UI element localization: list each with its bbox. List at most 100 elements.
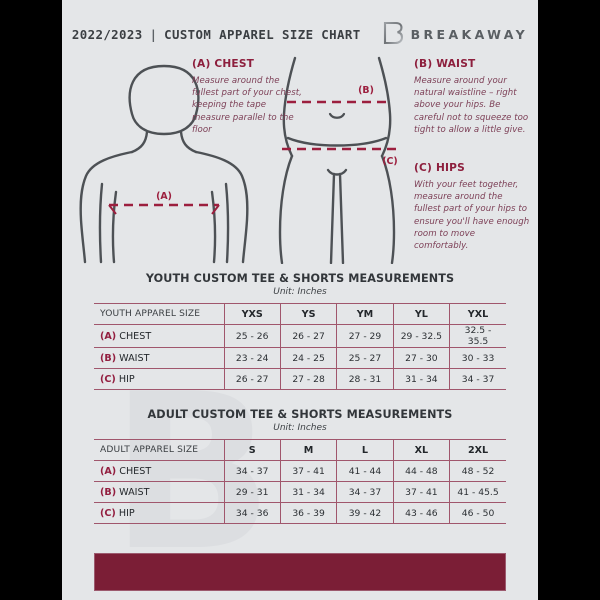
table-row: (A) CHEST 34 - 37 37 - 41 41 - 44 44 - 4… [94, 460, 506, 482]
brand-name: BREAKAWAY [410, 26, 529, 42]
footer-accent-band [94, 553, 506, 591]
youth-cell-2-3: 31 - 34 [393, 368, 451, 390]
size-chart-page: B 2022/2023 | CUSTOM APPAREL SIZE CHART [62, 0, 538, 600]
youth-cell-2-2: 28 - 31 [336, 368, 394, 390]
lower-body-hips-icon: (B) (C) [262, 52, 412, 269]
youth-size-col-2: YM [336, 303, 394, 325]
svg-text:(B): (B) [358, 85, 374, 96]
youth-cell-1-1: 24 - 25 [280, 347, 338, 369]
table-row: (C) HIP 26 - 27 27 - 28 28 - 31 31 - 34 … [94, 368, 506, 390]
youth-cell-0-2: 27 - 29 [336, 324, 394, 348]
adult-row-label-0: (A) CHEST [94, 460, 225, 482]
adult-row-name-0: CHEST [119, 465, 152, 477]
page-header: 2022/2023 | CUSTOM APPAREL SIZE CHART [62, 18, 538, 50]
header-season: 2022/2023 [71, 26, 143, 42]
caption-waist-title: (B) WAIST [414, 58, 476, 70]
youth-row-label-1: (B) WAIST [94, 347, 225, 369]
adult-row-tag-0: (A) [100, 465, 117, 477]
adult-cell-2-2: 39 - 42 [336, 502, 394, 524]
youth-size-col-3: YL [393, 303, 451, 325]
caption-hips-body: With your feet together, measure around … [414, 180, 530, 252]
table-row: (B) WAIST 23 - 24 24 - 25 25 - 27 27 - 3… [94, 347, 506, 369]
adult-row-tag-1: (B) [100, 486, 117, 498]
caption-hips: (C) HIPS With your feet together, measur… [414, 162, 532, 252]
adult-cell-0-1: 37 - 41 [280, 460, 338, 482]
youth-cell-0-1: 26 - 27 [280, 324, 338, 348]
page-title: CUSTOM APPAREL SIZE CHART [164, 26, 361, 42]
youth-row-tag-1: (B) [100, 352, 117, 364]
adult-cell-0-3: 44 - 48 [393, 460, 451, 482]
table-row: (C) HIP 34 - 36 36 - 39 39 - 42 43 - 46 … [94, 502, 506, 524]
youth-cell-0-3: 29 - 32.5 [393, 324, 451, 348]
adult-cell-0-2: 41 - 44 [336, 460, 394, 482]
youth-cell-1-2: 25 - 27 [336, 347, 394, 369]
youth-size-col-0: YXS [224, 303, 281, 325]
youth-row-label-0: (A) CHEST [94, 324, 225, 348]
youth-measurements-table: YOUTH APPAREL SIZE YXS YS YM YL YXL (A) … [94, 303, 506, 390]
adult-cell-1-2: 34 - 37 [336, 481, 394, 503]
table-row: (B) WAIST 29 - 31 31 - 34 34 - 37 37 - 4… [94, 481, 506, 503]
adult-cell-1-3: 37 - 41 [393, 481, 451, 503]
youth-row-name-2: HIP [118, 373, 135, 385]
adult-cell-2-4: 46 - 50 [449, 502, 506, 524]
youth-cell-0-0: 25 - 26 [224, 324, 281, 348]
breakaway-b-logo-icon [381, 21, 403, 47]
adult-cell-0-4: 48 - 52 [449, 460, 506, 482]
upper-body-torso-icon: (A) [76, 52, 252, 269]
youth-table-unit: Unit: Inches [273, 287, 327, 297]
youth-cell-0-4: 32.5 - 35.5 [449, 324, 506, 348]
youth-row-tag-0: (A) [100, 330, 117, 342]
adult-size-col-0: S [224, 439, 281, 461]
adult-cell-1-4: 41 - 45.5 [449, 481, 506, 503]
adult-cell-2-0: 34 - 36 [224, 502, 281, 524]
youth-row-name-0: CHEST [119, 330, 152, 342]
caption-chest-body: Measure around the fullest part of your … [192, 76, 302, 135]
youth-table-heading: YOUTH CUSTOM TEE & SHORTS MEASUREMENTS [145, 272, 455, 285]
youth-cell-2-0: 26 - 27 [224, 368, 281, 390]
caption-hips-title: (C) HIPS [414, 162, 465, 174]
measurement-diagrams: (A) [62, 52, 538, 268]
youth-cell-2-4: 34 - 37 [449, 368, 506, 390]
youth-row-name-1: WAIST [119, 352, 150, 364]
adult-table-heading: ADULT CUSTOM TEE & SHORTS MEASUREMENTS [147, 408, 453, 421]
adult-cell-1-0: 29 - 31 [224, 481, 281, 503]
youth-cell-1-4: 30 - 33 [449, 347, 506, 369]
youth-measurements-block: YOUTH CUSTOM TEE & SHORTS MEASUREMENTS U… [94, 272, 506, 390]
brand-lockup: BREAKAWAY [381, 21, 529, 47]
svg-text:(C): (C) [382, 156, 397, 167]
adult-row-label-1: (B) WAIST [94, 481, 225, 503]
youth-cell-1-0: 23 - 24 [224, 347, 281, 369]
header-separator: | [149, 26, 158, 42]
table-row: (A) CHEST 25 - 26 26 - 27 27 - 29 29 - 3… [94, 324, 506, 348]
table-header-row: ADULT APPAREL SIZE S M L XL 2XL [94, 439, 506, 461]
adult-measurements-block: ADULT CUSTOM TEE & SHORTS MEASUREMENTS U… [94, 408, 506, 524]
youth-size-col-1: YS [280, 303, 338, 325]
caption-waist-body: Measure around your natural waistline – … [414, 76, 529, 135]
adult-measurements-table: ADULT APPAREL SIZE S M L XL 2XL (A) CHES… [94, 439, 506, 524]
youth-row-tag-2: (C) [100, 373, 116, 385]
caption-chest-title: (A) CHEST [192, 58, 255, 70]
youth-cell-2-1: 27 - 28 [280, 368, 338, 390]
chest-measure-line [108, 203, 220, 215]
adult-cell-2-3: 43 - 46 [393, 502, 451, 524]
adult-size-col-1: M [280, 439, 338, 461]
adult-size-col-3: XL [393, 439, 451, 461]
adult-size-col-4: 2XL [449, 439, 506, 461]
svg-text:(A): (A) [156, 191, 172, 202]
youth-cell-1-3: 27 - 30 [393, 347, 451, 369]
adult-size-label: ADULT APPAREL SIZE [94, 439, 225, 461]
adult-row-name-2: HIP [118, 507, 135, 519]
adult-cell-2-1: 36 - 39 [280, 502, 338, 524]
table-header-row: YOUTH APPAREL SIZE YXS YS YM YL YXL [94, 303, 506, 325]
youth-size-label: YOUTH APPAREL SIZE [94, 303, 225, 325]
caption-chest: (A) CHEST Measure around the fullest par… [192, 58, 304, 136]
caption-waist: (B) WAIST Measure around your natural wa… [414, 58, 532, 136]
youth-size-col-4: YXL [449, 303, 506, 325]
adult-cell-1-1: 31 - 34 [280, 481, 338, 503]
adult-row-name-1: WAIST [119, 486, 150, 498]
adult-cell-0-0: 34 - 37 [224, 460, 281, 482]
adult-table-unit: Unit: Inches [273, 423, 327, 433]
adult-row-label-2: (C) HIP [94, 502, 225, 524]
adult-row-tag-2: (C) [100, 507, 116, 519]
